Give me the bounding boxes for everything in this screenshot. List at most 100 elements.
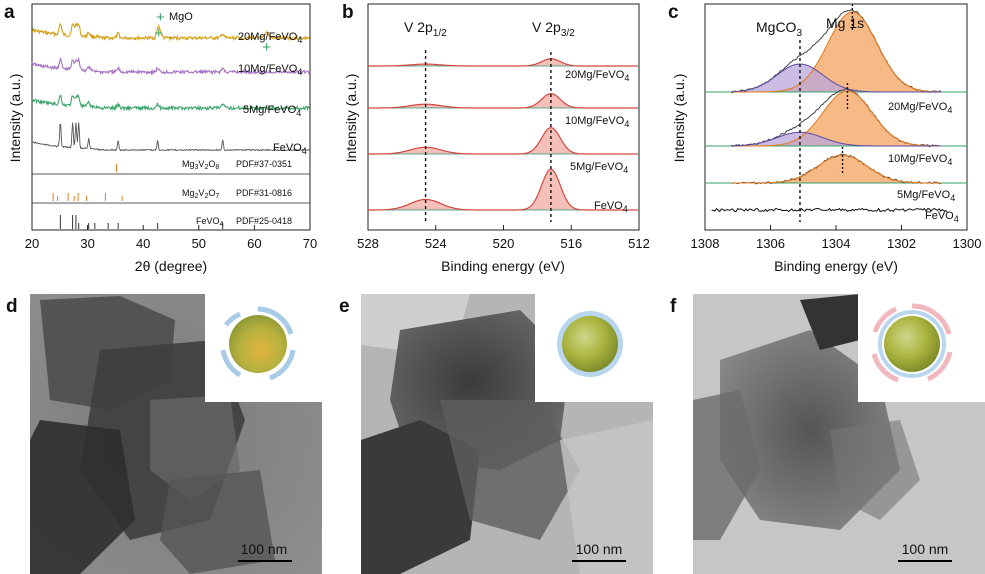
x-axis-ticks-b: 528 524 520 516 512	[357, 225, 650, 251]
x-axis-label-c: Binding energy (eV)	[774, 258, 898, 274]
series-label-10mg-c: 10Mg/FeVO4	[888, 153, 952, 167]
panel-label-e: e	[339, 296, 350, 317]
panel-e-tem: e 100 nm	[339, 294, 653, 574]
mgo-peak-marker-icon: +	[154, 25, 163, 42]
ref-pdf-mg2v2o7: PDF#31-0816	[236, 188, 292, 198]
coating-arc-f4	[872, 306, 898, 333]
ref-label-mg2v2o7: Mg2V2O7	[182, 188, 219, 200]
panel-label-a: a	[4, 2, 15, 23]
ref-pdf-fevo4: PDF#25-0418	[236, 216, 292, 226]
scale-bar-label-e: 100 nm	[576, 541, 623, 557]
series-label-fevo4-c: FeVO4	[925, 210, 959, 224]
peak-label-mgco3: MgCO3	[756, 19, 802, 39]
mgco3-curve-0	[731, 63, 941, 93]
coating-arc-d1	[257, 306, 294, 335]
mg1s-fill-0	[731, 12, 941, 92]
peak-label-mg1s: Mg 1s	[826, 15, 864, 31]
series-label-5mg-a: 5Mg/FeVO4	[243, 104, 301, 118]
coating-arc-d3	[220, 349, 242, 378]
mg1s-fill-1	[731, 91, 941, 146]
panel-b-xps-v2p: b 528 524 520 516 512 V 2p1/2 V 2p3/2 20Mg/F…	[342, 2, 650, 274]
y-axis-label-b: Intensity (a.u.)	[343, 74, 359, 163]
panel-f-tem: f 100 nm	[670, 294, 985, 574]
xrd-reference-sticks	[52, 164, 224, 229]
x-axis-ticks-a: 20 30 40 50 60 70	[25, 225, 317, 251]
scale-bar-label-f: 100 nm	[902, 541, 949, 557]
x-tick-label-c: 1300	[953, 236, 982, 251]
coating-arc-f1	[911, 303, 952, 335]
peak-label-v2p12: V 2p1/2	[404, 19, 447, 39]
panel-c-xps-mg1s: c 1308 1306 1304 1302 1300 MgCO3 Mg 1s 20Mg/…	[668, 2, 981, 274]
panel-label-c: c	[668, 2, 679, 23]
x-tick-label-b: 528	[357, 236, 379, 251]
x-tick-label-a: 30	[80, 236, 94, 251]
mg1s-curve-0	[731, 11, 941, 93]
mgo-legend-label: MgO	[169, 11, 193, 23]
xrd-curves: ++	[31, 22, 311, 152]
v2p-curve-0	[368, 58, 638, 67]
series-label-10mg-a: 10Mg/FeVO4	[238, 63, 302, 77]
x-tick-label-c: 1304	[822, 236, 851, 251]
y-axis-label-a: Intensity (a.u.)	[7, 74, 23, 163]
mg1s-curve-2	[731, 154, 941, 184]
series-label-10mg-b: 10Mg/FeVO4	[565, 115, 629, 129]
coating-inner-f	[878, 310, 946, 378]
x-axis-label-a: 2θ (degree)	[135, 258, 207, 274]
core-shell-sphere-e	[562, 316, 618, 372]
x-tick-label-a: 60	[247, 236, 261, 251]
x-tick-label-a: 70	[303, 236, 317, 251]
ref-label-mg3v2o8: Mg3V2O8	[182, 159, 219, 171]
mgco3-curve-1	[731, 131, 941, 147]
x-tick-label-b: 524	[425, 236, 447, 251]
x-tick-label-a: 20	[25, 236, 39, 251]
scale-bar-label-d: 100 nm	[241, 541, 288, 557]
x-tick-label-a: 40	[136, 236, 150, 251]
panel-a-xrd: a ++ 20 30 40 50 60 70 + MgO 20Mg/FeVO4 10Mg/…	[4, 2, 317, 274]
xrd-curve-0	[31, 22, 311, 42]
x-tick-label-c: 1302	[887, 236, 916, 251]
x-axis-label-b: Binding energy (eV)	[441, 258, 565, 274]
xps-mg-curves	[705, 4, 967, 222]
coating-arc-d2	[269, 349, 296, 381]
panel-label-f: f	[670, 296, 677, 317]
x-tick-label-b: 520	[493, 236, 515, 251]
x-tick-label-c: 1306	[756, 236, 785, 251]
mg1s-fill-2	[731, 155, 941, 183]
ref-pdf-mg3v2o8: PDF#37-0351	[236, 159, 292, 169]
mgco3-fill-0	[731, 64, 941, 92]
y-axis-label-c: Intensity (a.u.)	[671, 74, 687, 163]
x-axis-ticks-c: 1308 1306 1304 1302 1300	[691, 225, 982, 251]
mg1s-curve-1	[731, 90, 941, 147]
series-label-fevo4-a: FeVO4	[273, 142, 307, 156]
x-tick-label-c: 1308	[691, 236, 720, 251]
x-tick-label-b: 516	[560, 236, 582, 251]
plot-frame-a	[31, 3, 311, 231]
mg-flat-curve	[711, 207, 948, 213]
series-label-20mg-b: 20Mg/FeVO4	[565, 69, 629, 83]
series-label-20mg-c: 20Mg/FeVO4	[888, 101, 952, 115]
xrd-curve-1	[31, 56, 311, 76]
x-tick-label-b: 512	[628, 236, 650, 251]
xps-v-curves	[368, 50, 639, 222]
series-label-5mg-c: 5Mg/FeVO4	[897, 189, 955, 203]
mgo-peak-marker-icon: +	[262, 39, 271, 56]
panel-label-b: b	[342, 2, 354, 23]
v2p-curve-2	[368, 126, 638, 155]
panel-label-d: d	[6, 296, 18, 317]
v2p-curve-3	[368, 168, 638, 211]
series-label-5mg-b: 5Mg/FeVO4	[570, 161, 628, 175]
coating-arc-f2	[926, 351, 953, 382]
x-tick-label-a: 50	[192, 236, 206, 251]
ref-label-fevo4: FeVO4	[196, 216, 224, 228]
coating-arc-f3	[871, 353, 899, 383]
mgo-legend-marker-icon: +	[156, 9, 165, 26]
peak-label-v2p32: V 2p3/2	[532, 19, 575, 39]
series-label-20mg-a: 20Mg/FeVO4	[238, 31, 302, 45]
xrd-curve-3	[31, 122, 310, 152]
coating-arc-d4	[224, 311, 242, 327]
core-shell-sphere-f	[884, 316, 940, 372]
core-shell-sphere-d	[229, 315, 287, 373]
series-label-fevo4-b: FeVO4	[594, 200, 628, 214]
xrd-curve-2	[31, 93, 311, 112]
